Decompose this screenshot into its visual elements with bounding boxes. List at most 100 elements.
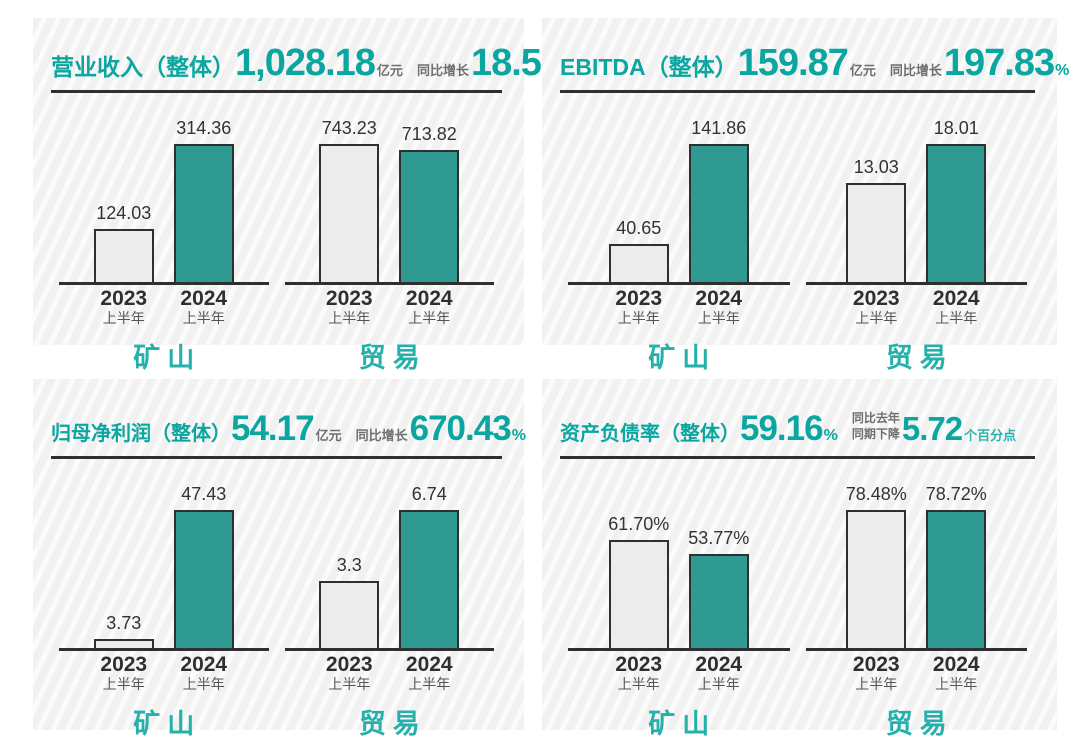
bar-plot: 40.65 2023 上半年 141.86 2024 上半年 [560, 93, 798, 327]
bar-rect [926, 144, 987, 284]
bar-value-label: 53.77% [688, 528, 750, 548]
bar-plot: 78.48% 2023 上半年 78.72% 2024 上半年 [798, 459, 1036, 693]
bar-column: 61.70% 2023 上半年 [607, 514, 671, 693]
change-value: 5.72 [901, 410, 963, 447]
x-axis [284, 282, 494, 285]
bar-halfyear-label: 上半年 [328, 676, 371, 692]
bar-year-label: 2024 [405, 653, 453, 676]
bar-halfyear-label: 上半年 [617, 310, 660, 326]
bar-column: 53.77% 2024 上半年 [687, 528, 751, 693]
chart-groups: 61.70% 2023 上半年 53.77% 2024 上半年 矿山 78.48… [560, 459, 1035, 741]
metric-value: 159.87 [737, 42, 849, 84]
bar-rect [846, 510, 907, 650]
group-label: 贸易 [885, 709, 954, 739]
bar-halfyear-label: 上半年 [328, 310, 371, 326]
bar-value-label: 13.03 [853, 157, 899, 177]
bar-year-label: 2024 [932, 653, 980, 676]
bar-value-label: 40.65 [616, 218, 662, 238]
bar-year-label: 2024 [932, 287, 980, 310]
chart-group: 743.23 2023 上半年 713.82 2024 上半年 贸易 [277, 93, 503, 375]
bar-halfyear-label: 上半年 [697, 310, 740, 326]
bar-value-label: 314.36 [176, 118, 232, 138]
bar-rect [173, 510, 234, 650]
metric-title: 归母净利润（整体） [51, 423, 231, 445]
bar-value-label: 713.82 [401, 124, 457, 144]
x-axis [805, 648, 1027, 651]
bar-halfyear-label: 上半年 [102, 310, 145, 326]
bar-column: 3.3 2023 上半年 [317, 555, 381, 693]
bar-value-label: 3.3 [336, 555, 362, 575]
bar-column: 314.36 2024 上半年 [172, 118, 236, 327]
bar-year-label: 2024 [405, 287, 453, 310]
group-label: 贸易 [358, 709, 427, 739]
bar-halfyear-label: 上半年 [855, 310, 898, 326]
bar-rect [399, 510, 460, 650]
bar-plot: 3.73 2023 上半年 47.43 2024 上半年 [51, 459, 277, 693]
bar-plot: 61.70% 2023 上半年 53.77% 2024 上半年 [560, 459, 798, 693]
metric-title: 营业收入（整体） [51, 54, 235, 80]
change-label: 同比增长 [416, 63, 469, 78]
bar-rect [688, 144, 749, 284]
chart-group: 13.03 2023 上半年 18.01 2024 上半年 贸易 [798, 93, 1036, 375]
chart-group: 40.65 2023 上半年 141.86 2024 上半年 矿山 [560, 93, 798, 375]
bar-halfyear-label: 上半年 [182, 676, 225, 692]
x-axis [59, 282, 269, 285]
chart-groups: 3.73 2023 上半年 47.43 2024 上半年 矿山 3.3 2023… [51, 459, 502, 741]
panel-net-profit: 归母净利润（整体） 54.17 亿元 同比增长 670.43 % 3.73 20… [33, 379, 526, 739]
bar-value-label: 6.74 [411, 484, 447, 504]
bar-rect [173, 144, 234, 284]
group-label: 矿山 [648, 343, 717, 373]
panel-header: 归母净利润（整体） 54.17 亿元 同比增长 670.43 % [51, 379, 526, 449]
header-underline [51, 90, 502, 93]
chart-group: 61.70% 2023 上半年 53.77% 2024 上半年 矿山 [560, 459, 798, 741]
chart-groups: 40.65 2023 上半年 141.86 2024 上半年 矿山 13.03 … [560, 93, 1035, 375]
metric-title: EBITDA（整体） [560, 54, 738, 80]
chart-group: 3.3 2023 上半年 6.74 2024 上半年 贸易 [277, 459, 503, 741]
bar-year-label: 2023 [852, 287, 900, 310]
bar-value-label: 47.43 [181, 484, 227, 504]
bar-value-label: 743.23 [321, 118, 377, 138]
bar-rect [319, 581, 380, 650]
bar-value-label: 18.01 [933, 118, 979, 138]
bar-rect [399, 150, 460, 284]
bar-year-label: 2023 [615, 287, 663, 310]
panel-ebitda: EBITDA（整体） 159.87 亿元 同比增长 197.83 % 40.65… [542, 18, 1069, 373]
bar-value-label: 124.03 [96, 203, 152, 223]
bar-column: 78.72% 2024 上半年 [924, 484, 988, 693]
group-label: 矿山 [648, 709, 717, 739]
panel-revenue: 营业收入（整体） 1,028.18 亿元 同比增长 18.56 % 124.03… [33, 18, 576, 373]
change-label: 同比去年 同期下降 [851, 411, 900, 441]
metric-unit: 亿元 [376, 63, 403, 78]
bar-halfyear-label: 上半年 [935, 310, 978, 326]
bar-year-label: 2024 [695, 287, 743, 310]
bar-year-label: 2024 [695, 653, 743, 676]
bar-value-label: 3.73 [106, 613, 142, 633]
bar-column: 3.73 2023 上半年 [92, 613, 156, 693]
panel-header: 资产负债率（整体） 59.16 % 同比去年 同期下降 5.72 个百分点 [560, 379, 1035, 449]
bar-halfyear-label: 上半年 [408, 676, 451, 692]
bar-halfyear-label: 上半年 [102, 676, 145, 692]
change-value: 670.43 [409, 409, 512, 448]
bar-year-label: 2023 [325, 287, 373, 310]
bar-value-label: 141.86 [691, 118, 747, 138]
change-value: 197.83 [943, 42, 1055, 84]
chart-groups: 124.03 2023 上半年 314.36 2024 上半年 矿山 743.2… [51, 93, 502, 375]
change-label: 同比增长 [889, 63, 942, 78]
panel-header: 营业收入（整体） 1,028.18 亿元 同比增长 18.56 % [51, 18, 576, 85]
bar-year-label: 2024 [180, 653, 228, 676]
bar-column: 47.43 2024 上半年 [172, 484, 236, 693]
bar-column: 40.65 2023 上半年 [607, 218, 671, 327]
bar-halfyear-label: 上半年 [182, 310, 225, 326]
bar-rect [926, 510, 987, 650]
group-label: 矿山 [133, 343, 202, 373]
bar-plot: 743.23 2023 上半年 713.82 2024 上半年 [277, 93, 503, 327]
x-axis [59, 648, 269, 651]
metric-unit: 亿元 [849, 63, 876, 78]
x-axis [568, 648, 790, 651]
panel-header: EBITDA（整体） 159.87 亿元 同比增长 197.83 % [560, 18, 1069, 85]
bar-year-label: 2023 [325, 653, 373, 676]
group-label: 贸易 [885, 343, 954, 373]
metric-value: 59.16 [740, 409, 824, 448]
bar-rect [688, 554, 749, 650]
bar-column: 141.86 2024 上半年 [687, 118, 751, 327]
